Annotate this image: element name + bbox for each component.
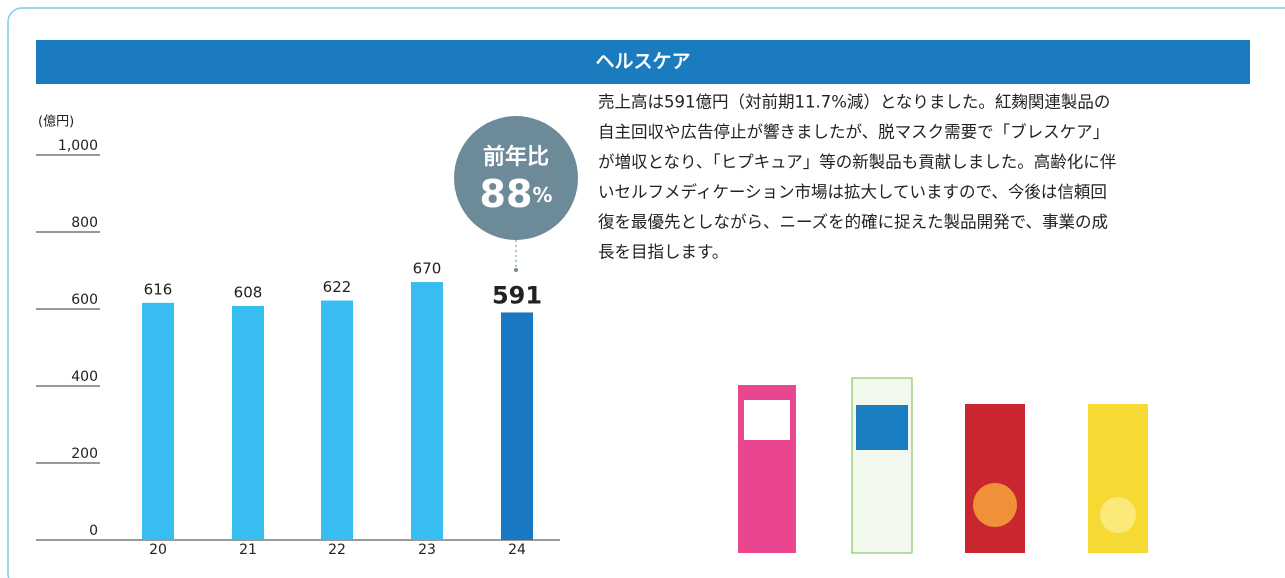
unit-label: (億円) — [38, 114, 74, 130]
x-tick-label: 20 — [149, 542, 167, 558]
title: ヘルスケア — [595, 51, 690, 73]
y-tick-label: 800 — [71, 215, 98, 231]
page: ヘルスケア (億円) 0 200 400 600 800 1,000 616 20 608 21 62… — [0, 0, 1285, 578]
value-label: 616 — [144, 280, 173, 298]
product-image — [852, 378, 912, 553]
value-label: 608 — [234, 283, 263, 301]
bar — [411, 282, 443, 540]
connector-dot — [514, 268, 518, 272]
product-image — [965, 404, 1025, 553]
x-tick-label: 24 — [508, 542, 526, 558]
body-line: 復を最優先としながら、ニーズを的確に捉えた製品開発で、事業の成 — [598, 213, 1108, 232]
value-label: 622 — [323, 278, 352, 296]
bar — [501, 312, 533, 540]
y-tick-label: 400 — [71, 369, 98, 385]
y-tick-label: 0 — [89, 523, 98, 539]
value-label: 591 — [492, 281, 542, 309]
value-label: 670 — [413, 260, 442, 278]
y-tick-label: 1,000 — [58, 138, 98, 154]
y-tick-label: 200 — [71, 446, 98, 462]
body-line: 売上高は591億円（対前期11.7%減）となりました。紅麹関連製品の — [598, 93, 1110, 112]
product-image-label — [856, 405, 908, 450]
body-line: 自主回収や広告停止が響きましたが、脱マスク需要で「ブレスケア」 — [598, 122, 1109, 142]
product-image-detail — [973, 483, 1017, 527]
body-line: 長を目指します。 — [598, 243, 728, 262]
x-tick-label: 21 — [239, 542, 257, 558]
body-line: が増収となり、「ヒプキュア」等の新製品も貢献しました。高齢化に伴 — [598, 153, 1116, 172]
x-tick-label: 22 — [328, 542, 346, 558]
product-image-label — [744, 400, 790, 440]
x-tick-label: 23 — [418, 542, 436, 558]
body-line: いセルフメディケーション市場は拡大していますので、今後は信頼回 — [598, 182, 1107, 202]
badge-label: 前年比 — [483, 144, 549, 170]
badge-number: 88 — [480, 172, 533, 216]
y-tick-label: 600 — [71, 292, 98, 308]
bar — [321, 301, 353, 540]
product-image-detail — [1100, 497, 1136, 533]
badge-unit: % — [532, 183, 552, 207]
bar — [142, 303, 174, 540]
bar — [232, 306, 264, 540]
